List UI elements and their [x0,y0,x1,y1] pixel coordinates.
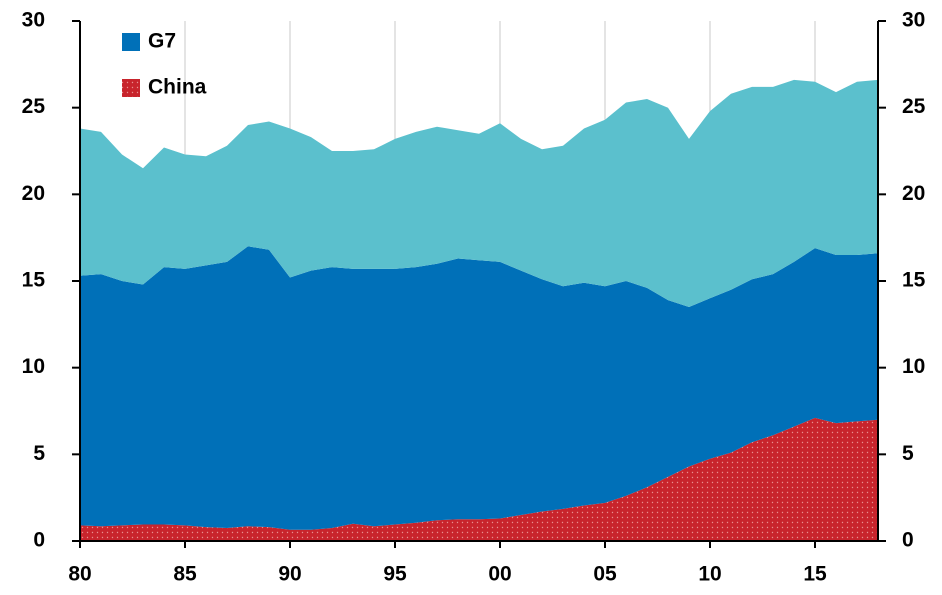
x-tick-label: 05 [593,563,617,586]
y2-tick-label: 10 [902,355,925,378]
area [80,417,878,541]
y2-tick-label: 20 [902,182,925,205]
y2-tick-label: 15 [902,269,926,292]
x-tick-label: 85 [173,563,197,586]
y-tick-label: 30 [22,9,45,32]
x-tick-label: 00 [488,563,511,586]
legend-swatch [122,79,140,97]
y2-tick-label: 30 [902,9,925,32]
y-tick-label: 5 [33,442,45,465]
x-tick-label: 15 [803,563,827,586]
y-tick-label: 10 [22,355,45,378]
y-tick-label: 20 [22,182,45,205]
x-tick-label: 10 [698,563,721,586]
area [80,246,878,530]
y-tick-label: 0 [33,529,45,552]
y2-tick-label: 5 [902,442,914,465]
x-tick-label: 95 [383,563,407,586]
y2-tick-label: 25 [902,95,926,118]
area [80,79,878,308]
y2-tick-label: 0 [902,529,914,552]
y-tick-label: 25 [22,95,46,118]
legend-label: China [148,76,207,99]
axes: 80 85 90 95 00 05 10 15051015202530051015202530… [22,9,926,586]
x-tick-label: 80 [68,563,91,586]
areas [80,79,878,541]
legend-swatch [122,33,140,51]
legend-label: G7 [148,30,176,53]
x-tick-label: 90 [278,563,301,586]
y-tick-label: 15 [22,269,46,292]
